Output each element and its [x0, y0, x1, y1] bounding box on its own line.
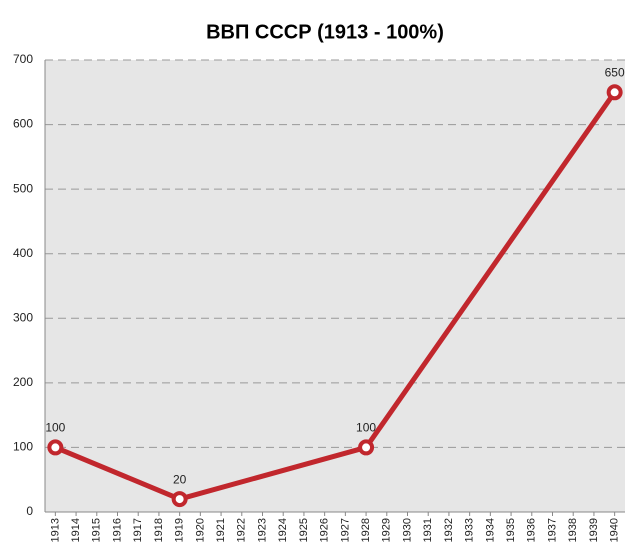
x-tick-label: 1927: [339, 518, 351, 542]
x-tick-label: 1932: [443, 518, 455, 542]
x-tick-label: 1930: [401, 518, 413, 542]
plot-area: [45, 60, 625, 512]
y-tick-label: 700: [13, 52, 33, 66]
y-tick-label: 600: [13, 117, 33, 131]
y-tick-label: 100: [13, 440, 33, 454]
x-tick-label: 1917: [132, 518, 144, 542]
x-tick-label: 1936: [526, 518, 538, 542]
chart-title: ВВП СССР (1913 - 100%): [206, 21, 444, 43]
x-tick-label: 1915: [91, 518, 103, 542]
y-tick-label: 400: [13, 246, 33, 260]
x-tick-label: 1914: [70, 518, 82, 542]
marker: [171, 491, 188, 508]
x-tick-label: 1933: [464, 518, 476, 542]
x-tick-label: 1934: [484, 518, 496, 542]
marker: [606, 84, 623, 101]
y-tick-label: 300: [13, 310, 33, 324]
x-tick-label: 1929: [381, 518, 393, 542]
x-tick-label: 1923: [256, 518, 268, 542]
x-tick-label: 1937: [546, 518, 558, 542]
x-tick-label: 1940: [609, 518, 621, 542]
x-tick-label: 1918: [153, 518, 165, 542]
x-tick-label: 1928: [360, 518, 372, 542]
x-tick-label: 1922: [236, 518, 248, 542]
y-tick-label: 200: [13, 375, 33, 389]
data-label: 650: [605, 65, 625, 79]
x-tick-label: 1939: [588, 518, 600, 542]
x-tick-label: 1916: [111, 518, 123, 542]
x-tick-label: 1924: [277, 518, 289, 542]
y-tick-label: 0: [26, 504, 33, 518]
y-tick-label: 500: [13, 181, 33, 195]
x-tick-label: 1921: [215, 518, 227, 542]
x-tick-label: 1913: [49, 518, 61, 542]
x-tick-label: 1931: [422, 518, 434, 542]
data-label: 100: [356, 421, 376, 435]
data-label: 100: [45, 421, 65, 435]
marker: [358, 439, 375, 456]
x-tick-label: 1919: [174, 518, 186, 542]
line: [54, 90, 617, 502]
marker: [47, 439, 64, 456]
data-label: 20: [173, 472, 187, 486]
x-tick-label: 1938: [567, 518, 579, 542]
x-tick-label: 1920: [194, 518, 206, 542]
x-tick-label: 1926: [319, 518, 331, 542]
x-tick-label: 1925: [298, 518, 310, 542]
x-tick-label: 1935: [505, 518, 517, 542]
